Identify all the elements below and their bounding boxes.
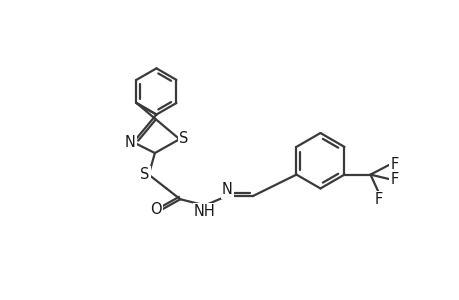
Text: F: F [374,192,382,207]
Text: S: S [178,131,188,146]
Text: F: F [389,172,397,187]
Text: S: S [140,167,149,182]
Text: NH: NH [194,204,215,219]
Text: N: N [221,182,232,197]
Text: F: F [389,157,397,172]
Text: O: O [150,202,161,217]
Text: N: N [124,135,135,150]
